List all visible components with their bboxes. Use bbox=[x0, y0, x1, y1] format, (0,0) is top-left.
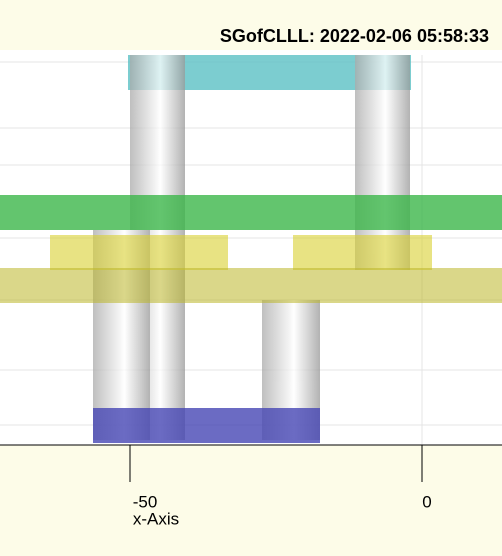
x-tick-label: -50 bbox=[133, 492, 158, 511]
x-axis-label: x-Axis bbox=[133, 509, 179, 528]
blue-bar bbox=[93, 408, 320, 443]
x-tick-label: 0 bbox=[422, 492, 431, 511]
olive-band bbox=[0, 268, 502, 303]
yellow-discs bbox=[50, 235, 432, 270]
title: SGofCLLL: 2022-02-06 05:58:33 bbox=[220, 26, 489, 46]
green-band bbox=[0, 195, 502, 230]
